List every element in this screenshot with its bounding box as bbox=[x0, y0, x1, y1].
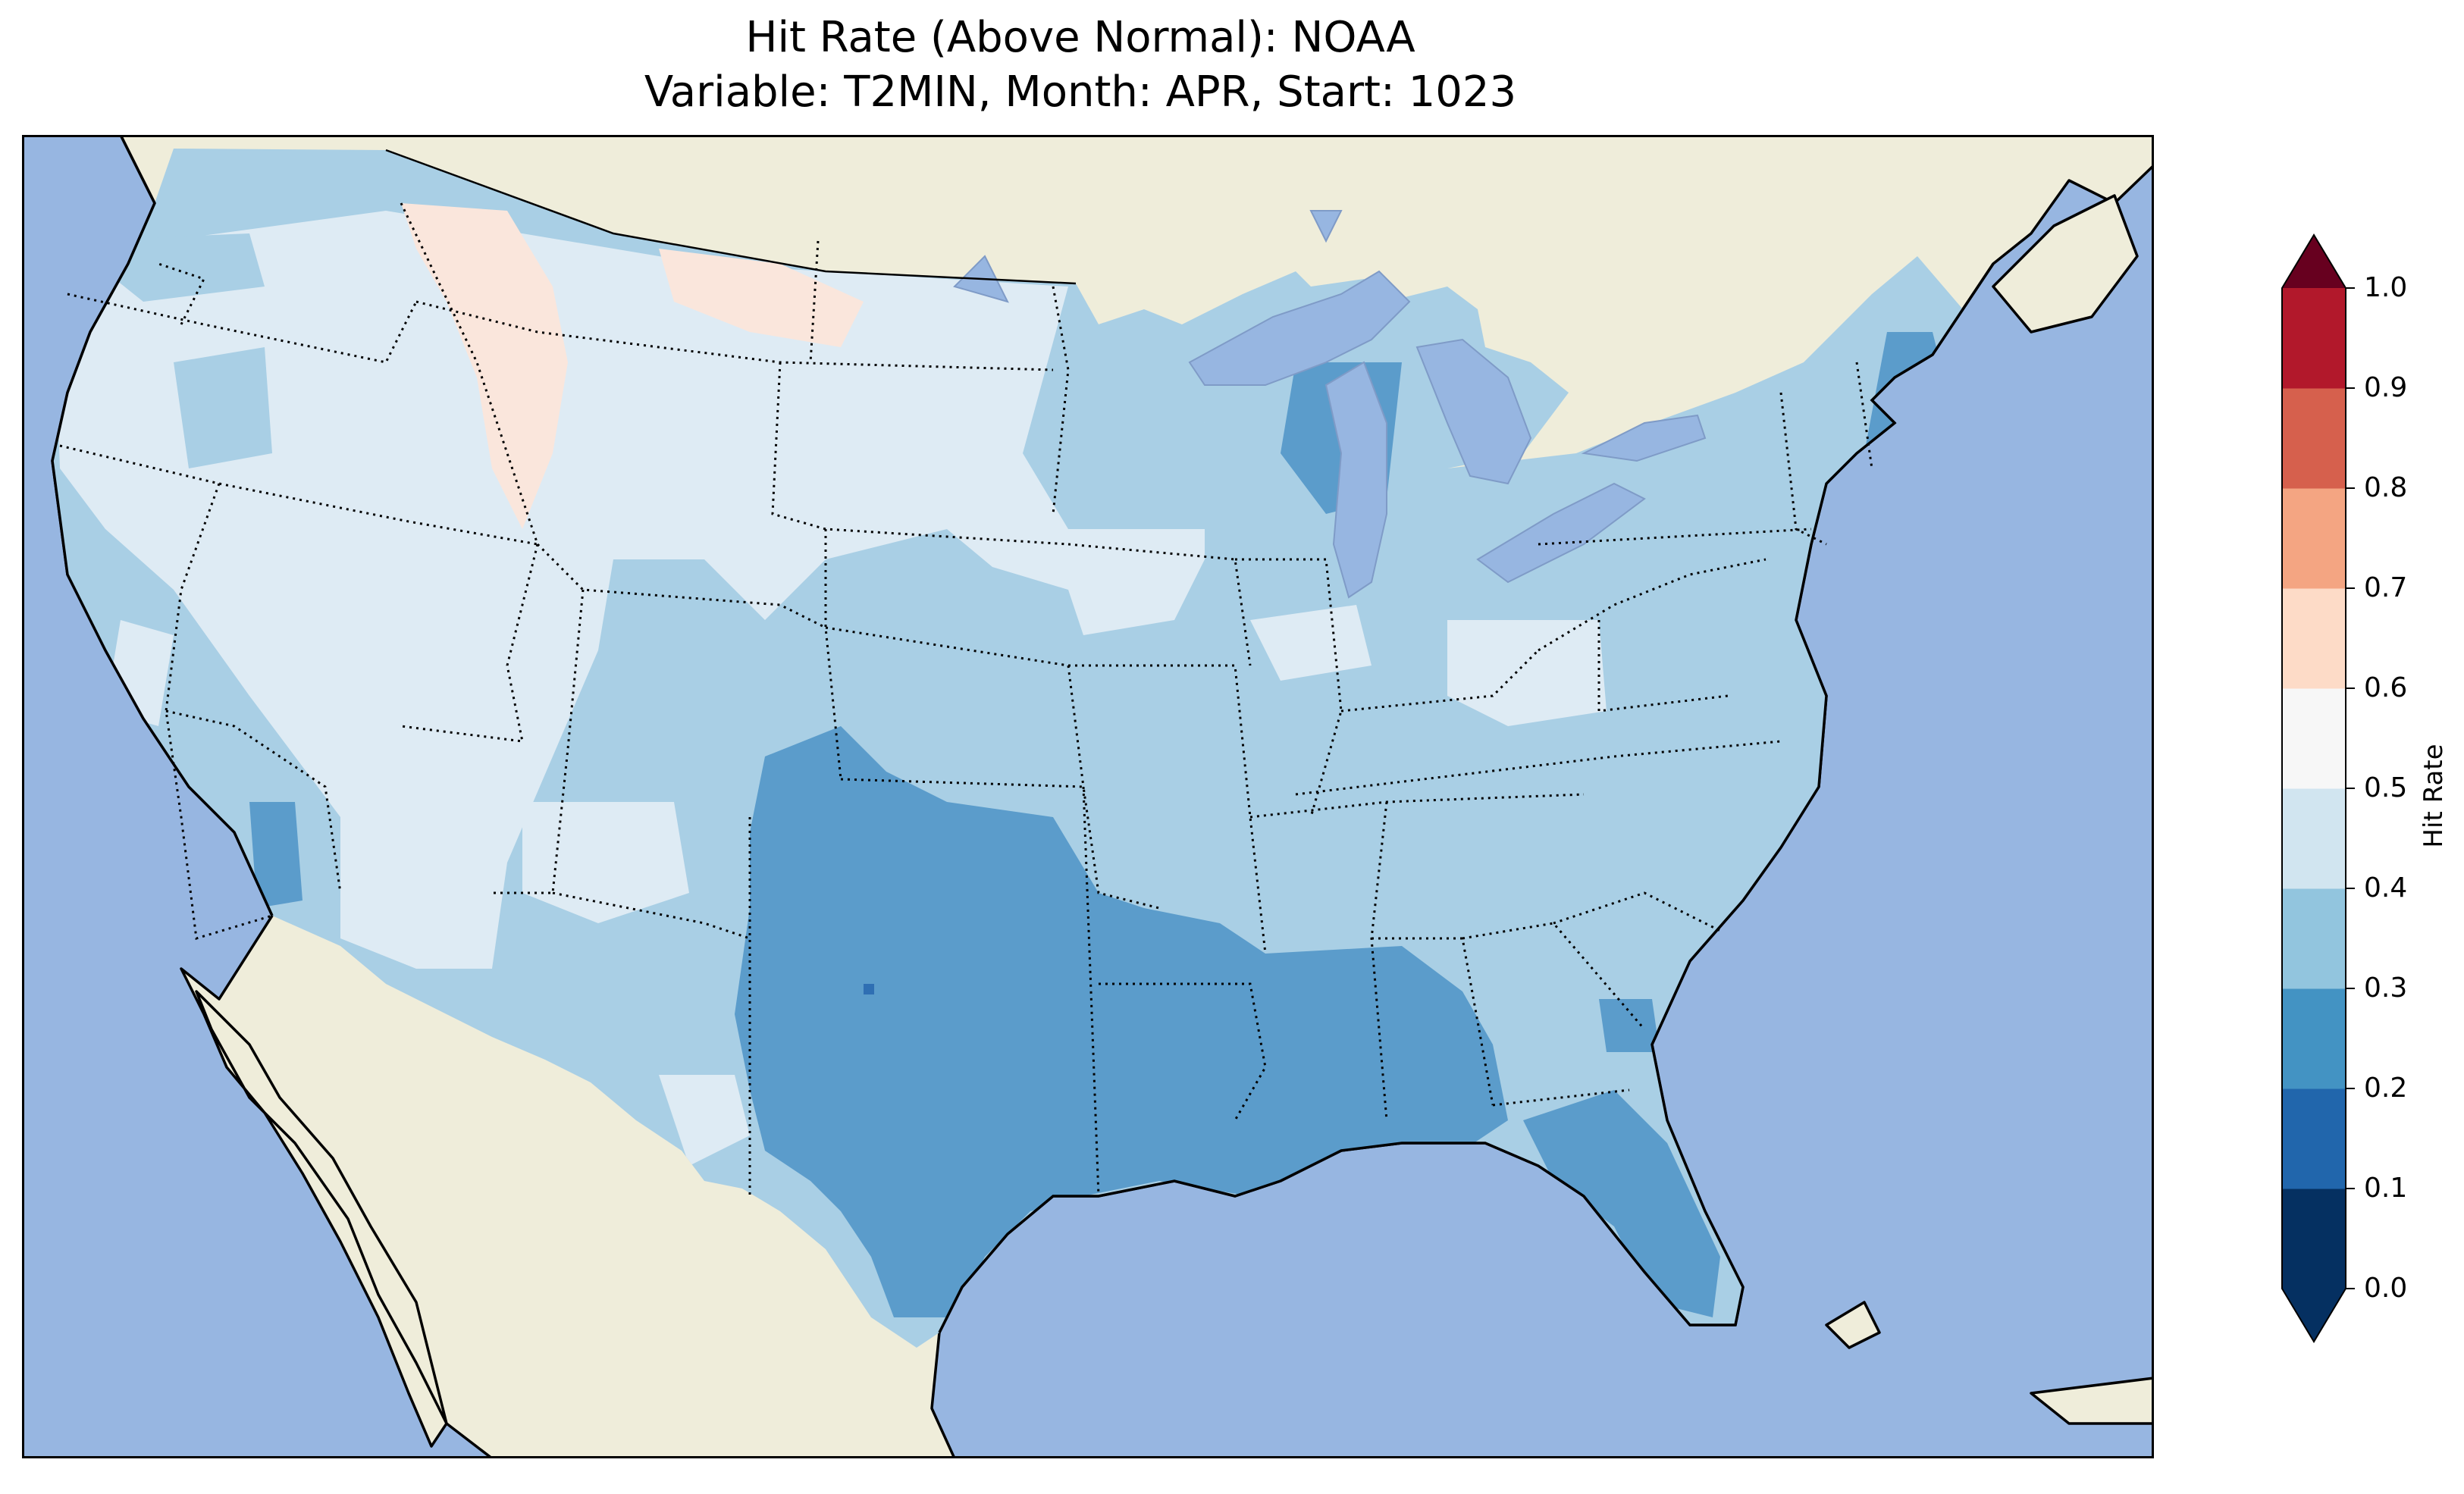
colorbar-tick-label: 0.4 bbox=[2364, 872, 2408, 904]
colorbar-extend-min bbox=[2282, 1289, 2346, 1342]
colorbar-segment bbox=[2282, 888, 2346, 989]
colorbar-tick-label: 0.8 bbox=[2364, 472, 2408, 503]
colorbar-tick-label: 0.0 bbox=[2364, 1273, 2408, 1304]
colorbar-tick-label: 0.3 bbox=[2364, 973, 2408, 1004]
colorbar-tick-label: 0.1 bbox=[2364, 1173, 2408, 1204]
colorbar-segment bbox=[2282, 588, 2346, 689]
colorbar-tick-label: 0.7 bbox=[2364, 572, 2408, 603]
colorbar-tick-label: 1.0 bbox=[2364, 272, 2408, 303]
colorbar-segment bbox=[2282, 988, 2346, 1089]
us-hit-rate-map bbox=[22, 135, 2154, 1458]
colorbar-segment bbox=[2282, 688, 2346, 789]
colorbar-segment bbox=[2282, 1189, 2346, 1289]
coastline bbox=[51, 135, 1995, 1333]
colorbar-segment bbox=[2282, 788, 2346, 889]
colorbar-segment bbox=[2282, 288, 2346, 389]
colorbar-tick-label: 0.2 bbox=[2364, 1073, 2408, 1104]
great-lakes bbox=[953, 210, 1707, 599]
colorbar-segment bbox=[2282, 488, 2346, 589]
colorbar-segment bbox=[2282, 1088, 2346, 1189]
chart-title: Hit Rate (Above Normal): NOAA bbox=[745, 13, 1415, 62]
colorbar-segment bbox=[2282, 388, 2346, 489]
colorbar bbox=[2281, 233, 2355, 1343]
chart-subtitle: Variable: T2MIN, Month: APR, Start: 1023 bbox=[644, 67, 1517, 117]
colorbar-label: Hit Rate bbox=[2419, 744, 2449, 848]
colorbar-tick-label: 0.6 bbox=[2364, 672, 2408, 703]
colorbar-tick-label: 0.5 bbox=[2364, 772, 2408, 803]
colorbar-extend-max bbox=[2282, 235, 2346, 288]
map-frame bbox=[22, 135, 2154, 1458]
colorbar-tick-label: 0.9 bbox=[2364, 372, 2408, 403]
